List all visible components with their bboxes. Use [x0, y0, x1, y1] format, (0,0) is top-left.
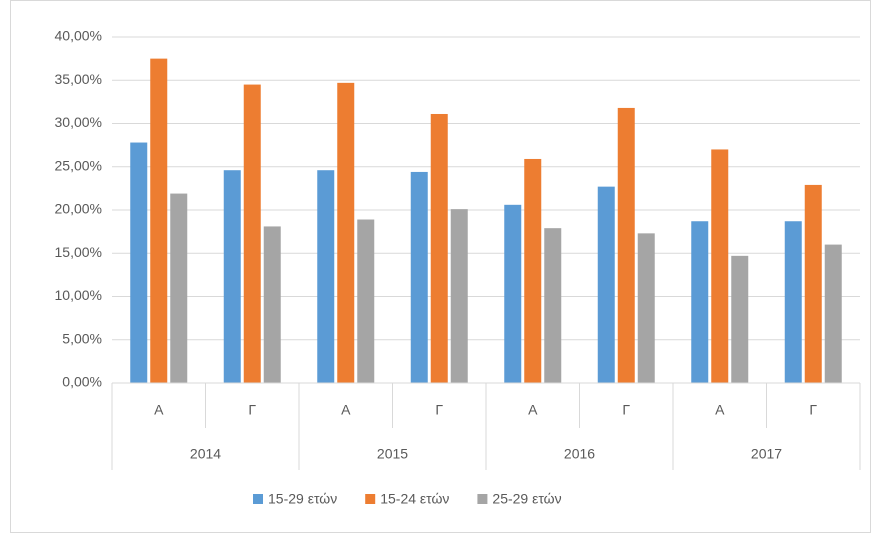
bar	[711, 149, 729, 383]
group-label: 2016	[564, 446, 595, 462]
legend-swatch	[365, 494, 376, 504]
y-tick-label: 25,00%	[55, 157, 102, 173]
y-tick-label: 30,00%	[55, 114, 102, 130]
bar	[357, 219, 375, 383]
bar	[617, 107, 635, 384]
y-tick-label: 15,00%	[55, 244, 102, 260]
bar	[784, 221, 802, 383]
x-tick-label: Γ	[248, 402, 256, 418]
y-tick-label: 20,00%	[55, 201, 102, 217]
group-label: 2015	[377, 446, 408, 462]
y-tick-label: 35,00%	[55, 71, 102, 87]
legend-label: 15-29 ετών	[268, 491, 337, 507]
group-label: 2014	[190, 446, 221, 462]
bar	[504, 204, 522, 383]
bar	[150, 58, 168, 383]
bar	[130, 142, 148, 383]
bar	[337, 82, 355, 383]
bar	[223, 170, 241, 383]
bar	[410, 171, 428, 383]
y-tick-label: 5,00%	[62, 330, 102, 346]
bar	[544, 228, 562, 383]
y-tick-label: 0,00%	[62, 374, 102, 390]
bar	[263, 226, 281, 383]
legend-swatch	[253, 494, 263, 504]
legend-label: 25-29 ετών	[492, 491, 561, 507]
bar	[524, 158, 542, 383]
group-label: 2017	[751, 446, 782, 462]
bar	[731, 255, 749, 383]
y-tick-label: 40,00%	[55, 28, 102, 44]
bar	[597, 186, 615, 383]
legend-label: 15-24 ετών	[380, 491, 449, 507]
x-tick-label: Γ	[622, 402, 630, 418]
x-tick-label: Γ	[435, 402, 443, 418]
x-tick-label: Α	[341, 402, 351, 418]
bar	[691, 221, 709, 383]
y-tick-label: 10,00%	[55, 287, 102, 303]
bar	[804, 184, 822, 383]
x-tick-label: Γ	[809, 402, 817, 418]
bar	[243, 84, 261, 383]
bar	[824, 244, 842, 383]
bar	[637, 233, 655, 383]
x-tick-label: Α	[154, 402, 164, 418]
bar	[170, 193, 188, 383]
bar	[450, 209, 468, 383]
bar	[317, 170, 335, 383]
legend-swatch	[477, 494, 488, 504]
bar	[430, 113, 448, 384]
x-tick-label: Α	[528, 402, 538, 418]
x-tick-label: Α	[715, 402, 725, 418]
